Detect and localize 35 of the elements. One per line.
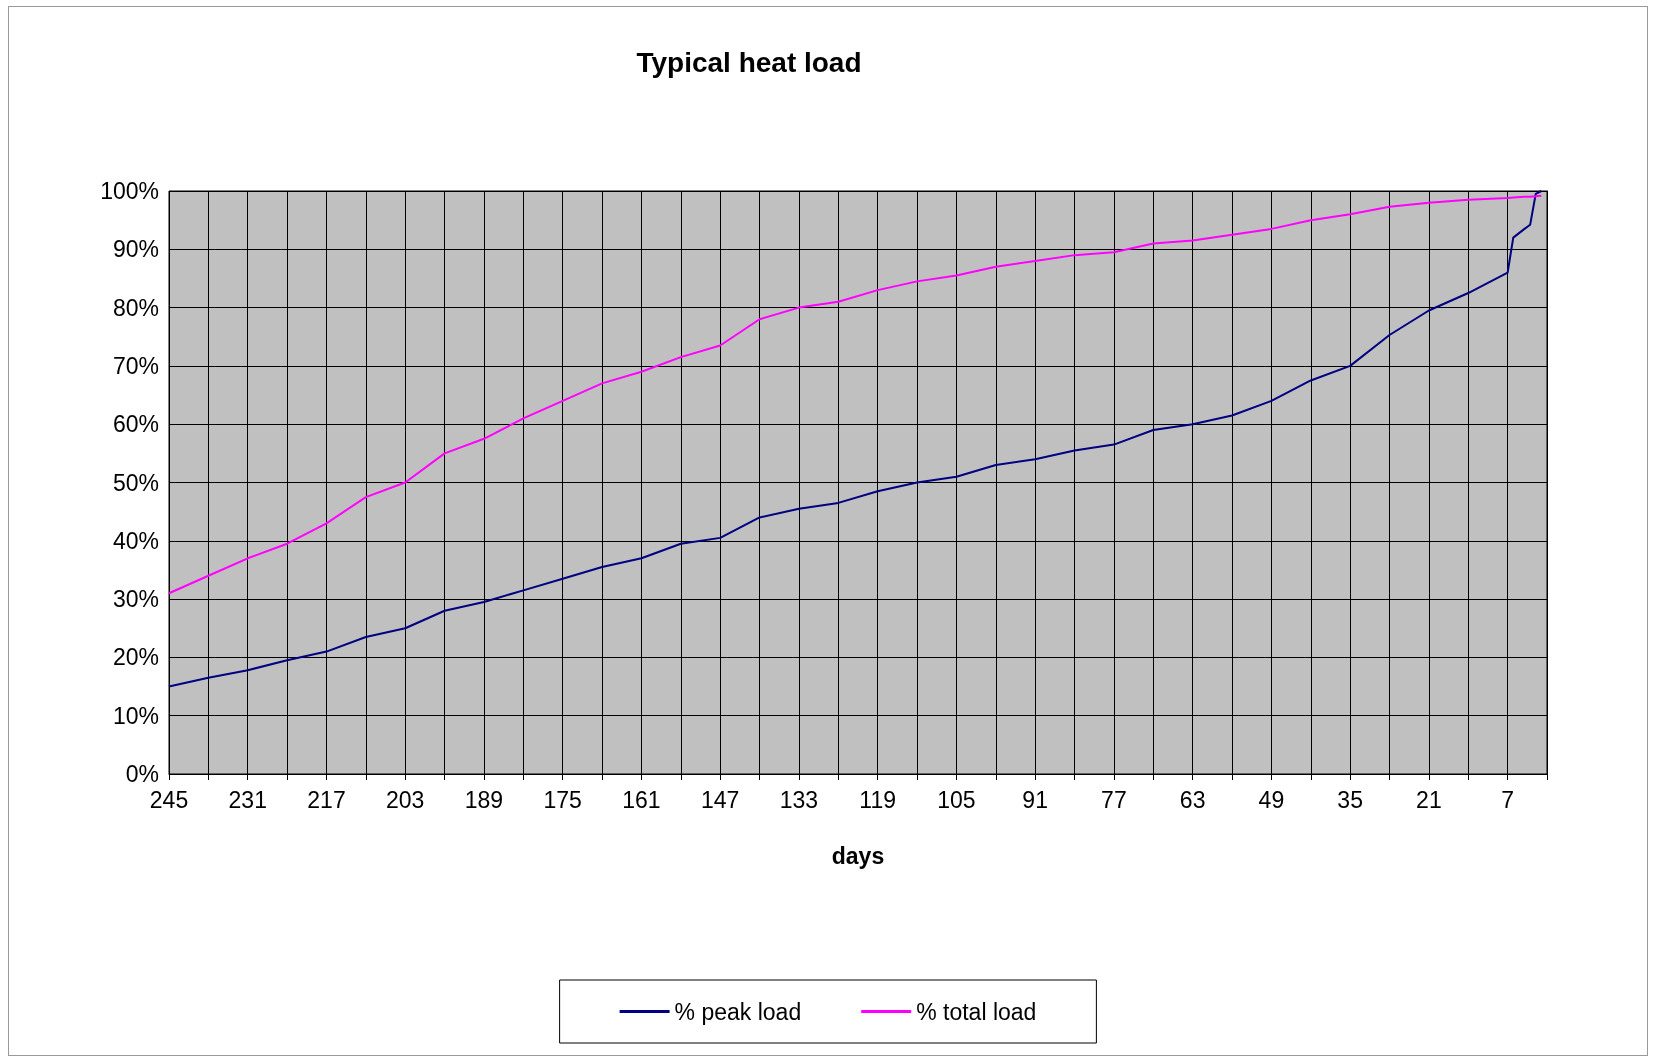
y-tick-label: 100%: [100, 178, 159, 204]
x-tick-label: 91: [1022, 786, 1048, 813]
y-tick-label: 80%: [112, 294, 159, 321]
y-tick-label: 0%: [125, 761, 159, 787]
y-tick-label: 20%: [112, 644, 159, 671]
x-tick-label: 217: [307, 786, 346, 813]
y-tick-label: 50%: [112, 469, 159, 496]
x-tick-label: 35: [1337, 786, 1363, 813]
chart-title: Typical heat load: [636, 46, 862, 78]
legend-label: % total load: [916, 998, 1037, 1025]
x-tick-label: 133: [779, 786, 819, 813]
y-tick-label: 60%: [112, 411, 159, 438]
y-tick-label: 40%: [112, 527, 159, 554]
x-tick-label: 231: [228, 786, 267, 813]
y-tick-label: 70%: [112, 352, 159, 379]
x-tick-label: 161: [622, 786, 661, 813]
y-tick-label: 30%: [112, 586, 159, 613]
x-tick-label: 21: [1416, 786, 1442, 813]
y-tick-label: 10%: [112, 702, 159, 729]
x-tick-label: 49: [1258, 786, 1285, 813]
x-tick-label: 63: [1179, 786, 1206, 813]
x-tick-label: 245: [149, 786, 189, 813]
x-tick-label: 175: [543, 786, 582, 813]
y-tick-label: 90%: [112, 236, 159, 263]
line-series: [168, 190, 1543, 688]
x-tick-label: 7: [1501, 786, 1515, 813]
x-tick-label: 119: [859, 786, 897, 813]
line-series: [168, 194, 1543, 595]
x-tick-label: 77: [1101, 786, 1127, 813]
x-axis-title: days: [831, 842, 885, 869]
x-tick-label: 203: [386, 786, 425, 813]
x-tick-label: 189: [464, 786, 504, 813]
legend-label: % peak load: [674, 998, 802, 1025]
x-tick-label: 105: [937, 786, 976, 813]
x-tick-label: 147: [701, 786, 740, 813]
